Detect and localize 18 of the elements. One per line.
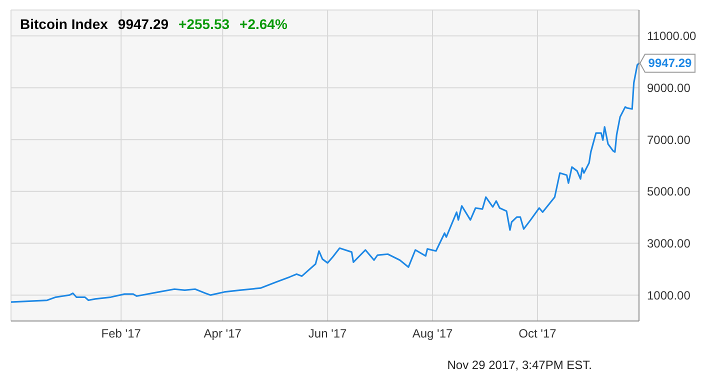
line-series <box>11 62 639 303</box>
y-tick-label: 7000.00 <box>647 132 691 147</box>
y-tick-label: 9000.00 <box>647 81 691 96</box>
x-tick-label: Oct '17 <box>518 326 557 341</box>
x-tick-label: Feb '17 <box>101 326 142 341</box>
chart-title: Bitcoin Index <box>20 16 108 32</box>
x-tick-label: Aug '17 <box>412 326 454 341</box>
x-tick-label: Apr '17 <box>204 326 242 341</box>
y-tick-label: 11000.00 <box>647 29 696 44</box>
text: 9947.29 <box>118 16 169 32</box>
text: +255.53 <box>178 16 230 32</box>
text: +2.64% <box>240 16 288 32</box>
y-tick-label: 1000.00 <box>647 288 691 302</box>
y-tick-label: 5000.00 <box>647 184 691 199</box>
annotation: 9947.29 <box>648 56 692 70</box>
text: Nov 29 2017, 3:47PM EST. <box>447 358 592 372</box>
y-tick-label: 3000.00 <box>647 236 691 251</box>
x-tick-label: Jun '17 <box>308 326 348 341</box>
